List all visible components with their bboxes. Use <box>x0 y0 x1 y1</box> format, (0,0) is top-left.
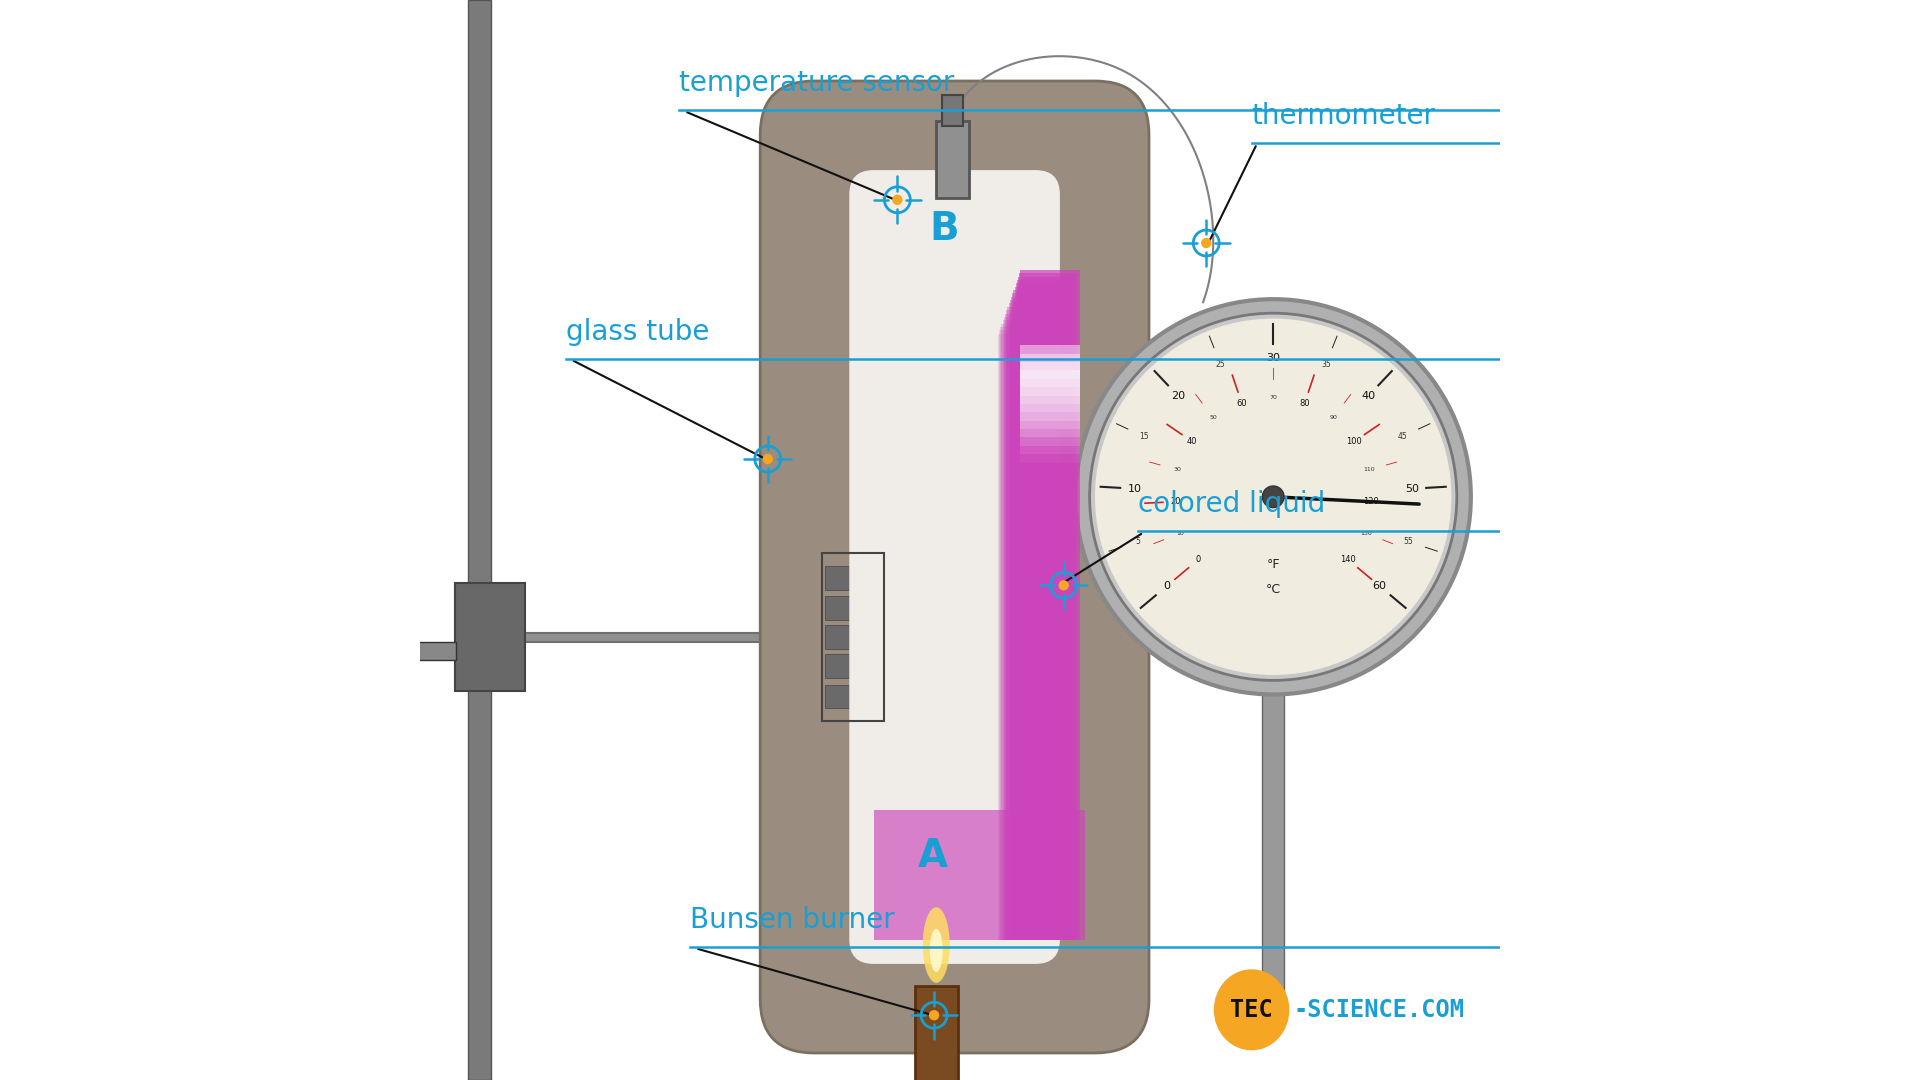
FancyBboxPatch shape <box>937 121 968 198</box>
Circle shape <box>1094 319 1452 675</box>
FancyBboxPatch shape <box>399 642 455 660</box>
Ellipse shape <box>1213 970 1290 1050</box>
Text: 110: 110 <box>1363 468 1375 472</box>
FancyBboxPatch shape <box>941 95 964 126</box>
Text: B: B <box>929 211 958 248</box>
Text: colored liquid: colored liquid <box>1139 490 1325 518</box>
Text: TEC: TEC <box>1231 998 1273 1022</box>
Text: 50: 50 <box>1210 415 1217 420</box>
Circle shape <box>1202 238 1212 248</box>
Text: -SCIENCE.COM: -SCIENCE.COM <box>1294 998 1465 1022</box>
FancyBboxPatch shape <box>874 810 1085 940</box>
FancyBboxPatch shape <box>826 625 879 649</box>
FancyBboxPatch shape <box>1021 270 1079 940</box>
FancyBboxPatch shape <box>1012 294 1062 940</box>
FancyBboxPatch shape <box>1008 307 1050 940</box>
FancyBboxPatch shape <box>849 170 1060 963</box>
Text: 15: 15 <box>1139 432 1148 441</box>
Text: 30: 30 <box>1173 468 1181 472</box>
FancyBboxPatch shape <box>1020 273 1077 940</box>
Text: temperature sensor: temperature sensor <box>680 69 954 97</box>
FancyBboxPatch shape <box>1018 276 1075 940</box>
Text: 40: 40 <box>1187 437 1198 446</box>
Text: 50: 50 <box>1405 484 1419 494</box>
Text: 40: 40 <box>1361 391 1375 401</box>
FancyBboxPatch shape <box>1021 370 1079 404</box>
FancyBboxPatch shape <box>1021 354 1079 388</box>
Text: 45: 45 <box>1398 432 1407 441</box>
FancyBboxPatch shape <box>1021 413 1079 446</box>
Ellipse shape <box>924 907 950 983</box>
FancyBboxPatch shape <box>1002 324 1037 940</box>
FancyBboxPatch shape <box>914 986 958 1080</box>
Circle shape <box>1263 486 1284 508</box>
Circle shape <box>893 194 902 205</box>
Circle shape <box>1058 580 1069 591</box>
Text: 20: 20 <box>1171 391 1185 401</box>
Text: thermometer: thermometer <box>1252 102 1436 130</box>
FancyBboxPatch shape <box>1263 674 1284 1016</box>
Text: 80: 80 <box>1300 400 1309 408</box>
FancyBboxPatch shape <box>1021 420 1079 454</box>
Circle shape <box>762 454 774 464</box>
Text: 120: 120 <box>1363 497 1379 507</box>
Text: 90: 90 <box>1329 415 1338 420</box>
FancyBboxPatch shape <box>468 0 492 1080</box>
FancyBboxPatch shape <box>998 330 1031 940</box>
Text: °C: °C <box>1265 583 1281 596</box>
FancyBboxPatch shape <box>1008 303 1054 940</box>
Text: A: A <box>918 837 948 875</box>
Text: 55: 55 <box>1404 537 1413 546</box>
FancyBboxPatch shape <box>1021 346 1079 379</box>
FancyBboxPatch shape <box>1021 379 1079 413</box>
FancyBboxPatch shape <box>1021 388 1079 421</box>
Text: 30: 30 <box>1265 353 1281 363</box>
Circle shape <box>1075 299 1471 694</box>
Text: 60: 60 <box>1373 581 1386 591</box>
FancyBboxPatch shape <box>1002 320 1041 940</box>
Text: 5: 5 <box>1135 537 1140 546</box>
Text: 10: 10 <box>1127 484 1140 494</box>
FancyBboxPatch shape <box>1004 316 1043 940</box>
FancyBboxPatch shape <box>1012 297 1058 940</box>
FancyBboxPatch shape <box>826 596 879 620</box>
FancyBboxPatch shape <box>1018 280 1071 940</box>
FancyBboxPatch shape <box>1006 310 1048 940</box>
Text: 25: 25 <box>1215 360 1225 368</box>
FancyBboxPatch shape <box>1004 313 1044 940</box>
Text: 0: 0 <box>1196 555 1200 564</box>
FancyBboxPatch shape <box>826 654 879 678</box>
FancyBboxPatch shape <box>1021 395 1079 429</box>
FancyBboxPatch shape <box>826 566 879 590</box>
Text: glass tube: glass tube <box>566 318 708 346</box>
Text: 70: 70 <box>1269 394 1277 400</box>
FancyBboxPatch shape <box>1021 362 1079 395</box>
FancyBboxPatch shape <box>760 81 1148 1053</box>
Text: 60: 60 <box>1236 400 1248 408</box>
FancyBboxPatch shape <box>1016 283 1069 940</box>
FancyBboxPatch shape <box>998 334 1029 940</box>
Text: 140: 140 <box>1340 555 1356 564</box>
Circle shape <box>1089 313 1457 680</box>
FancyBboxPatch shape <box>1014 286 1066 940</box>
Text: 10: 10 <box>1177 530 1185 536</box>
FancyBboxPatch shape <box>455 583 524 691</box>
FancyBboxPatch shape <box>1010 300 1056 940</box>
Text: 100: 100 <box>1346 437 1361 446</box>
FancyBboxPatch shape <box>826 685 879 708</box>
Text: °F: °F <box>1267 558 1281 571</box>
FancyBboxPatch shape <box>1014 291 1064 940</box>
FancyBboxPatch shape <box>1021 404 1079 437</box>
Text: 0: 0 <box>1164 581 1169 591</box>
Circle shape <box>929 1010 939 1021</box>
Text: 35: 35 <box>1321 360 1331 368</box>
Text: 20: 20 <box>1169 497 1181 507</box>
Text: Bunsen burner: Bunsen burner <box>689 906 895 934</box>
Text: 130: 130 <box>1359 530 1373 536</box>
Ellipse shape <box>929 929 943 972</box>
Circle shape <box>384 635 417 666</box>
FancyBboxPatch shape <box>1000 327 1035 940</box>
